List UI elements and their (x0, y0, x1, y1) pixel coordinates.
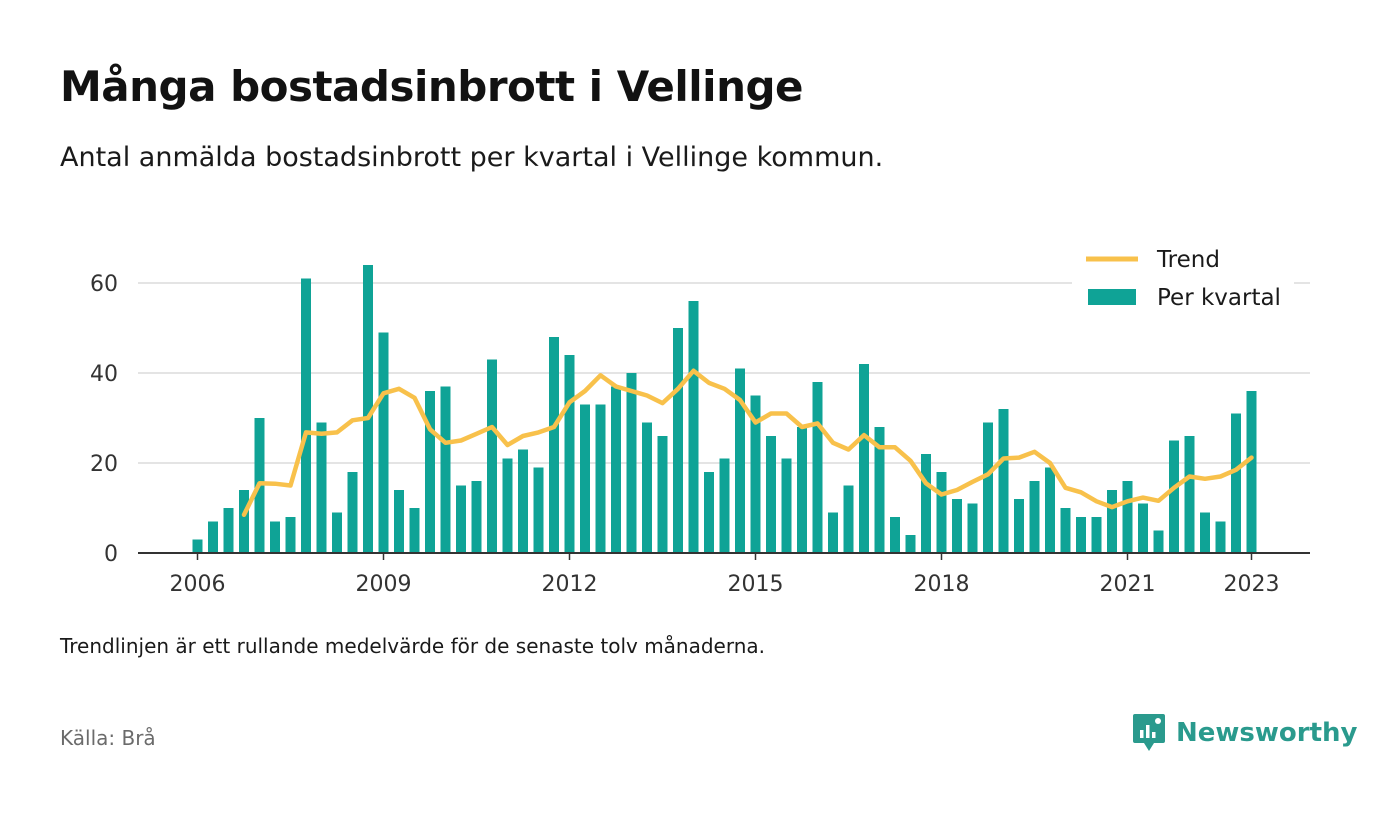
legend: Trend Per kvartal (1072, 240, 1294, 318)
bar (936, 472, 947, 553)
bar (316, 422, 327, 553)
bar (611, 386, 621, 553)
bar (347, 472, 358, 553)
bar (1169, 440, 1179, 553)
y-tick-labels: 0 20 40 60 (90, 272, 118, 567)
bar (812, 382, 823, 553)
x-tick-label: 2018 (914, 572, 970, 597)
bar (1246, 391, 1257, 553)
bar (905, 535, 916, 553)
bar (301, 278, 311, 553)
bar (673, 328, 683, 553)
bar (580, 404, 590, 553)
x-tick-label: 2012 (542, 572, 598, 597)
bar (1153, 530, 1164, 553)
x-tick-label: 2009 (356, 572, 412, 597)
bar (983, 422, 993, 553)
y-tick-label: 0 (104, 542, 118, 567)
bar (378, 332, 389, 553)
bar (1060, 508, 1071, 553)
bar (1138, 503, 1148, 553)
bar (471, 481, 482, 553)
bar (549, 337, 559, 553)
bar (952, 499, 962, 553)
bar (735, 368, 745, 553)
bar (890, 517, 900, 553)
bar (998, 409, 1009, 553)
bar (657, 436, 668, 553)
bar (642, 422, 652, 553)
bar (1122, 481, 1133, 553)
bar (1029, 481, 1040, 553)
legend-bar-label: Per kvartal (1157, 285, 1281, 311)
x-tick-label: 2021 (1100, 572, 1156, 597)
bar (828, 512, 838, 553)
bar (859, 364, 869, 553)
bar (285, 517, 296, 553)
bar (1215, 521, 1226, 553)
trend-note: Trendlinjen är ett rullande medelvärde f… (60, 634, 766, 658)
x-tick-label: 2006 (170, 572, 226, 597)
bar (1200, 512, 1210, 553)
chart-area: 0 20 40 60 2006 2009 2012 2015 2018 2021 2023 Tre… (90, 240, 1310, 597)
bar (797, 427, 807, 553)
bar (270, 521, 280, 553)
source-label: Källa: Brå (60, 726, 156, 750)
bar (564, 355, 575, 553)
legend-trend-label: Trend (1156, 247, 1220, 273)
trend-line (241, 368, 1254, 518)
bar (409, 508, 420, 553)
bar (1231, 413, 1241, 553)
bar-series (192, 265, 1257, 553)
x-tick-label: 2023 (1224, 572, 1280, 597)
bar (967, 503, 978, 553)
bar (394, 490, 404, 553)
bar (440, 386, 451, 553)
x-tick-labels: 2006 2009 2012 2015 2018 2021 2023 (170, 553, 1280, 597)
bar (688, 301, 699, 553)
bar (425, 391, 435, 553)
bar (487, 359, 497, 553)
bar (332, 512, 342, 553)
bar (363, 265, 373, 553)
bar (781, 458, 792, 553)
bar (533, 467, 544, 553)
y-tick-label: 40 (90, 362, 118, 387)
chart-title: Många bostadsinbrott i Vellinge (60, 62, 804, 111)
x-tick-label: 2015 (728, 572, 784, 597)
bar (456, 485, 466, 553)
bar (1091, 517, 1102, 553)
bar (750, 395, 761, 553)
bar (766, 436, 776, 553)
bar (595, 404, 606, 553)
bar (502, 458, 513, 553)
bar (1014, 499, 1024, 553)
newsworthy-logo-icon (1133, 714, 1165, 751)
bar (704, 472, 714, 553)
bar (719, 458, 730, 553)
newsworthy-brand[interactable]: Newsworthy (1132, 712, 1357, 754)
bar (208, 521, 218, 553)
bar (874, 427, 885, 553)
bar (626, 373, 637, 553)
brand-name: Newsworthy (1176, 718, 1358, 748)
bar (1107, 490, 1117, 553)
bar (223, 508, 234, 553)
bar (1184, 436, 1195, 553)
bar (921, 454, 931, 553)
bar (1076, 517, 1086, 553)
bar (192, 539, 203, 553)
y-tick-label: 60 (90, 272, 118, 297)
legend-bar-swatch (1088, 289, 1136, 305)
bar (1045, 467, 1055, 553)
bar (843, 485, 854, 553)
y-tick-label: 20 (90, 452, 118, 477)
bar (239, 490, 249, 553)
chart-subtitle: Antal anmälda bostadsinbrott per kvartal… (60, 142, 884, 173)
bar (518, 449, 528, 553)
